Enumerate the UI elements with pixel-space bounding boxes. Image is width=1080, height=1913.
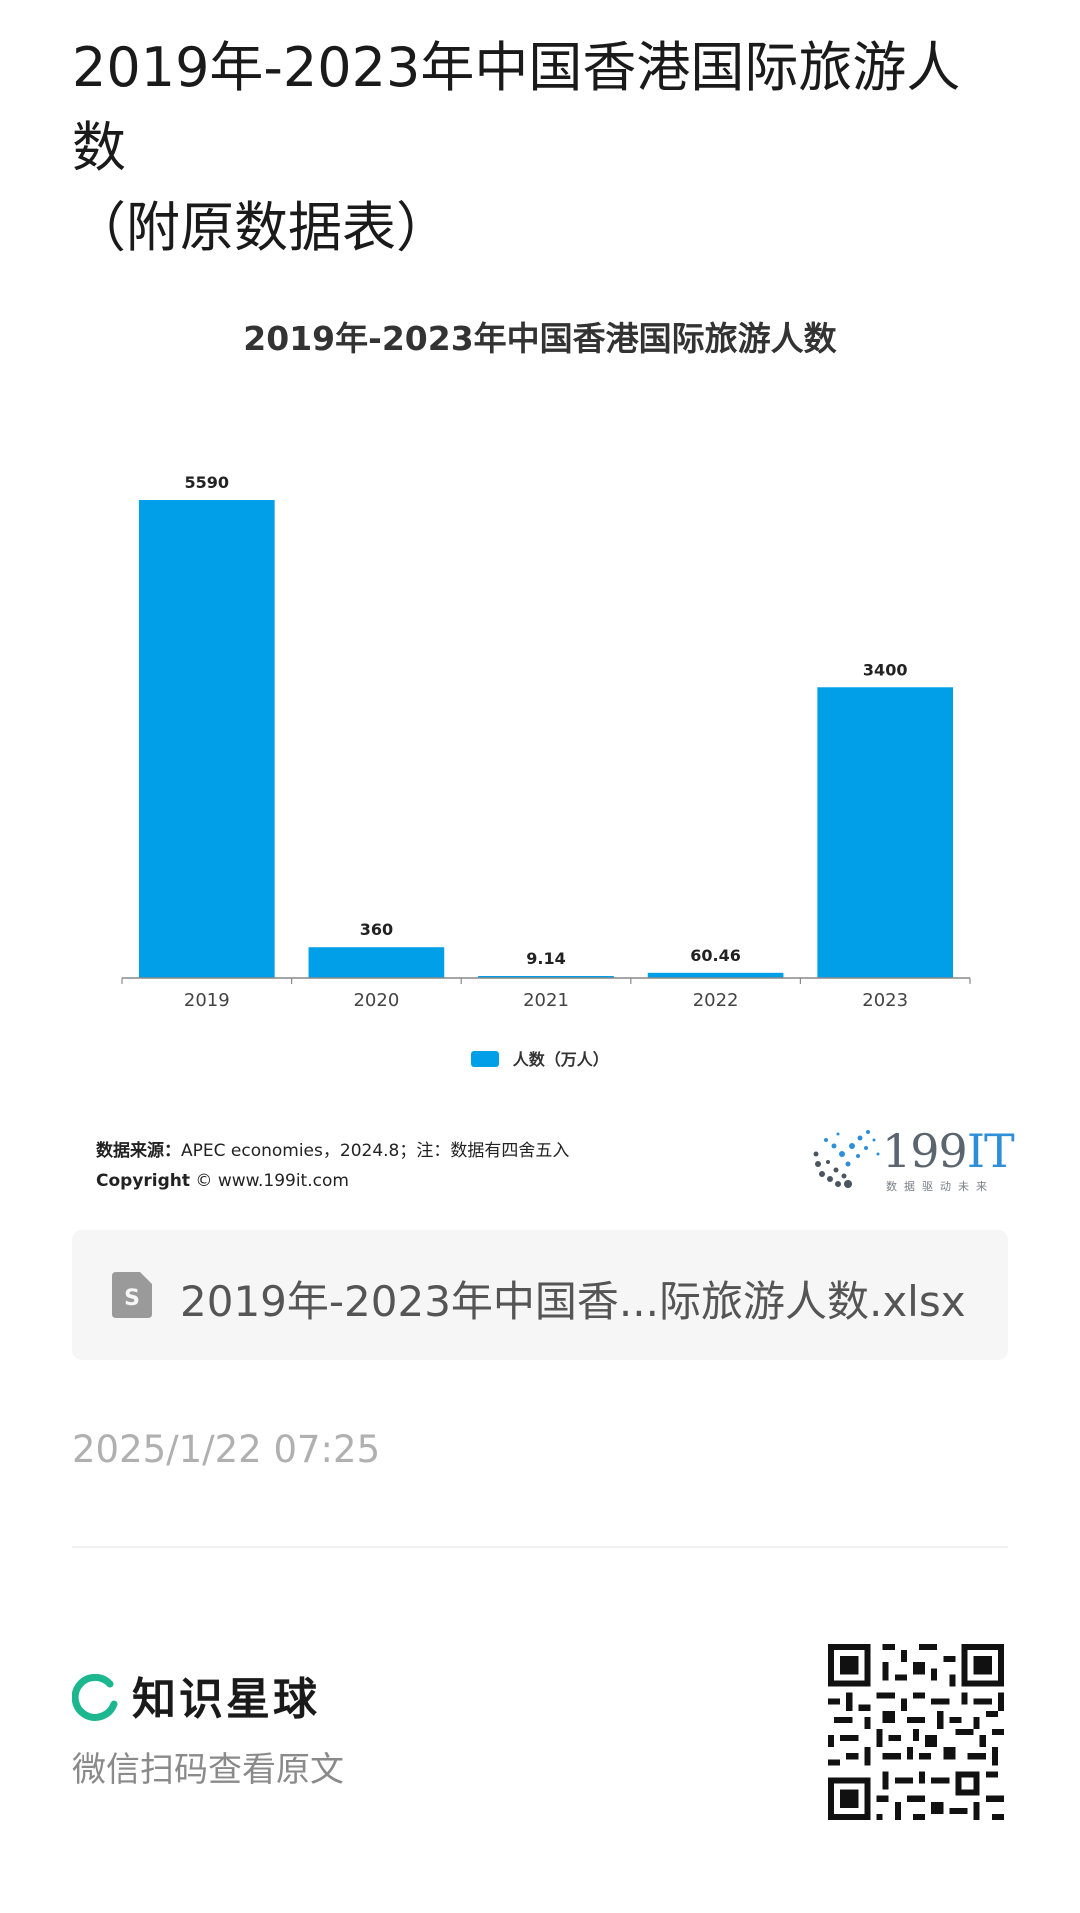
dandelion-dots-icon <box>813 1130 880 1188</box>
bar-2019 <box>138 500 275 978</box>
bar-2020 <box>308 947 445 978</box>
file-name: 2019年-2023年中国香...际旅游人数.xlsx <box>180 1277 966 1326</box>
brand-199-text: 199 <box>882 1124 968 1178</box>
copyright-line: Copyright © www.199it.com <box>96 1166 569 1196</box>
brand-wordmark: 199IT <box>882 1124 1015 1178</box>
x-axis: 2019 2020 2021 2022 2023 <box>121 977 971 1011</box>
source-block: 数据来源：APEC economies，2024.8；注：数据有四舍五入 Cop… <box>96 1136 569 1196</box>
data-label-2021: 9.14 <box>526 949 565 968</box>
source-label: 数据来源： <box>96 1141 181 1161</box>
post-title: 2019年-2023年中国香港国际旅游人数 （附原数据表） <box>72 28 1012 268</box>
brand-logo-199it: 199IT 数据驱动未来 <box>808 1124 1015 1198</box>
value-labels-layer: 5590 360 9.14 60.46 3400 <box>185 473 908 968</box>
data-label-2019: 5590 <box>185 473 230 492</box>
bar-chart: 5590 360 9.14 60.46 3400 2019 2020 2021 2022 202… <box>121 473 971 1011</box>
post-title-line1: 2019年-2023年中国香港国际旅游人数 <box>72 36 961 179</box>
planet-ring-icon <box>72 1674 118 1721</box>
svg-text:S: S <box>124 1286 140 1311</box>
planet-name: 知识星球 <box>132 1674 320 1725</box>
x-tick-label-2022: 2022 <box>693 990 739 1011</box>
bars-layer <box>138 500 954 978</box>
bar-2022 <box>647 972 784 978</box>
copyright-text: © www.199it.com <box>195 1171 349 1191</box>
divider <box>72 1546 1008 1548</box>
copyright-label: Copyright <box>96 1171 191 1191</box>
x-tick-label-2023: 2023 <box>862 990 908 1011</box>
source-text: APEC economies，2024.8；注：数据有四舍五入 <box>181 1141 570 1161</box>
bar-2021 <box>478 976 614 978</box>
attachment-file-card[interactable]: S 2019年-2023年中国香...际旅游人数.xlsx <box>72 1230 1008 1360</box>
data-label-2023: 3400 <box>863 660 908 679</box>
x-tick-label-2019: 2019 <box>184 990 230 1011</box>
chart-title: 2019年-2023年中国香港国际旅游人数 <box>243 319 837 358</box>
source-line: 数据来源：APEC economies，2024.8；注：数据有四舍五入 <box>96 1136 569 1166</box>
post-title-line2: （附原数据表） <box>72 196 450 259</box>
brand-tagline: 数据驱动未来 <box>886 1180 994 1193</box>
chart-legend: 人数（万人） <box>72 1046 1008 1070</box>
scan-hint: 微信扫码查看原文 <box>72 1750 344 1790</box>
data-label-2020: 360 <box>360 920 393 939</box>
post-date: 2025/1/22 07:25 <box>72 1428 381 1471</box>
bar-2023 <box>817 687 954 978</box>
x-tick-label-2020: 2020 <box>353 990 399 1011</box>
legend-label: 人数（万人） <box>512 1050 609 1069</box>
x-tick-label-2021: 2021 <box>523 990 569 1011</box>
data-label-2022: 60.46 <box>690 946 741 965</box>
qr-code-icon[interactable] <box>828 1644 1004 1820</box>
legend-swatch <box>471 1051 500 1067</box>
spreadsheet-file-icon: S <box>112 1272 152 1318</box>
brand-it-text: IT <box>966 1124 1015 1178</box>
chart-card: 5590 360 9.14 60.46 3400 2019 2020 2021 2022 202… <box>72 300 1008 1220</box>
